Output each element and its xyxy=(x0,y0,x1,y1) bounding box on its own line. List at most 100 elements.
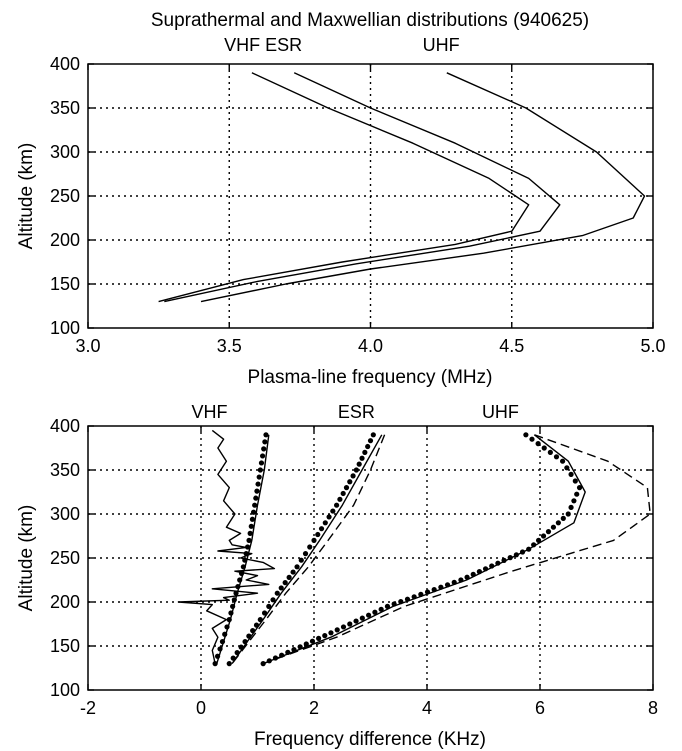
series-point xyxy=(249,516,256,522)
series-point xyxy=(347,479,353,485)
series-point xyxy=(282,580,288,586)
y-tick-label: 400 xyxy=(50,54,80,74)
dashed-series-line xyxy=(262,434,651,665)
series-point xyxy=(298,557,304,563)
bottom-annotations: VHF ESR UHF xyxy=(191,402,518,422)
series-point xyxy=(330,508,336,514)
series-point xyxy=(353,618,359,624)
series-point xyxy=(565,511,571,517)
series-point xyxy=(362,449,368,455)
bottom-grid xyxy=(88,426,653,690)
y-tick-label: 250 xyxy=(50,548,80,568)
y-tick-label: 300 xyxy=(50,142,80,162)
series-point xyxy=(212,661,218,667)
series-point xyxy=(535,441,541,447)
series-point xyxy=(302,551,309,557)
series-point xyxy=(246,537,252,544)
series-point xyxy=(572,478,578,484)
series-point xyxy=(568,504,574,510)
series-point xyxy=(367,438,374,444)
band-annotation: ESR xyxy=(338,402,375,422)
y-tick-label: 300 xyxy=(50,504,80,524)
series-point xyxy=(250,509,257,515)
top-x-axis-label: Plasma-line frequency (MHz) xyxy=(248,367,493,388)
series-point xyxy=(564,465,570,471)
series-point xyxy=(254,488,260,494)
series-point xyxy=(340,490,346,497)
x-tick-label: 3.0 xyxy=(75,336,100,356)
plasma-line-frequency-chart: Suprathermal and Maxwellian distribution… xyxy=(16,10,666,388)
frequency-difference-chart: VHF ESR UHF -2 0 2 4 6 8 100150200250300350400 … xyxy=(16,402,658,750)
series-point xyxy=(309,638,316,644)
series-point xyxy=(347,621,353,627)
series-point xyxy=(553,454,560,460)
series-point xyxy=(365,443,371,450)
y-tick-label: 200 xyxy=(50,592,80,612)
series-point xyxy=(343,485,350,491)
series-point xyxy=(286,574,292,580)
series-point xyxy=(545,529,552,535)
y-tick-label: 200 xyxy=(50,230,80,250)
series-point xyxy=(311,537,317,544)
series-point xyxy=(576,485,583,491)
series-point xyxy=(541,445,547,451)
series-point xyxy=(334,627,340,633)
series-point xyxy=(226,661,232,667)
solid-series-line xyxy=(158,72,530,303)
band-annotation: VHF xyxy=(191,402,227,422)
band-annotation: UHF xyxy=(423,35,460,55)
series-point xyxy=(366,612,372,618)
series-point xyxy=(258,460,265,466)
bottom-x-axis-label: Frequency difference (KHz) xyxy=(254,729,486,750)
series-point xyxy=(253,495,259,501)
series-point xyxy=(547,449,553,455)
top-grid xyxy=(88,64,653,328)
solid-series-line xyxy=(177,429,276,664)
solid-series-line xyxy=(231,434,383,664)
series-point xyxy=(571,498,577,504)
series-point xyxy=(303,641,309,647)
solid-series-line xyxy=(200,72,646,303)
series-point xyxy=(278,585,284,591)
series-point xyxy=(315,531,321,538)
series-point xyxy=(261,610,268,616)
x-tick-label: 4.0 xyxy=(358,336,383,356)
y-tick-label: 350 xyxy=(50,460,80,480)
y-tick-label: 100 xyxy=(50,680,80,700)
series-point xyxy=(255,481,261,487)
y-tick-label: 350 xyxy=(50,98,80,118)
series-point xyxy=(529,436,535,442)
series-point xyxy=(266,603,272,610)
series-point xyxy=(259,453,266,459)
series-point xyxy=(340,624,347,630)
bottom-x-ticks: -2 0 2 4 6 8 xyxy=(80,426,658,718)
series-point xyxy=(247,530,253,536)
series-point xyxy=(568,471,574,477)
series-point xyxy=(307,544,313,550)
series-point xyxy=(270,597,276,603)
series-point xyxy=(316,635,322,642)
series-point xyxy=(555,520,561,526)
x-tick-label: 4 xyxy=(422,698,432,718)
x-tick-label: 6 xyxy=(535,698,545,718)
x-tick-label: 3.5 xyxy=(217,336,242,356)
series-point xyxy=(574,491,580,497)
solid-series-line xyxy=(262,434,586,665)
series-point xyxy=(322,633,328,639)
top-series xyxy=(158,72,646,303)
series-point xyxy=(257,467,263,473)
bottom-y-ticks: 100 150 200 250 300 350 400 xyxy=(50,416,653,700)
top-annotations: VHF ESR UHF xyxy=(224,35,459,55)
series-point xyxy=(337,496,343,502)
x-tick-label: 0 xyxy=(196,698,206,718)
dashed-series-line xyxy=(231,434,386,665)
series-point xyxy=(274,590,280,596)
y-tick-label: 100 xyxy=(50,318,80,338)
series-point xyxy=(318,526,325,532)
series-point xyxy=(359,615,365,621)
band-annotation: UHF xyxy=(482,402,519,422)
x-tick-label: 8 xyxy=(648,698,658,718)
series-point xyxy=(294,564,300,570)
series-point xyxy=(356,461,362,467)
series-point xyxy=(334,502,340,508)
